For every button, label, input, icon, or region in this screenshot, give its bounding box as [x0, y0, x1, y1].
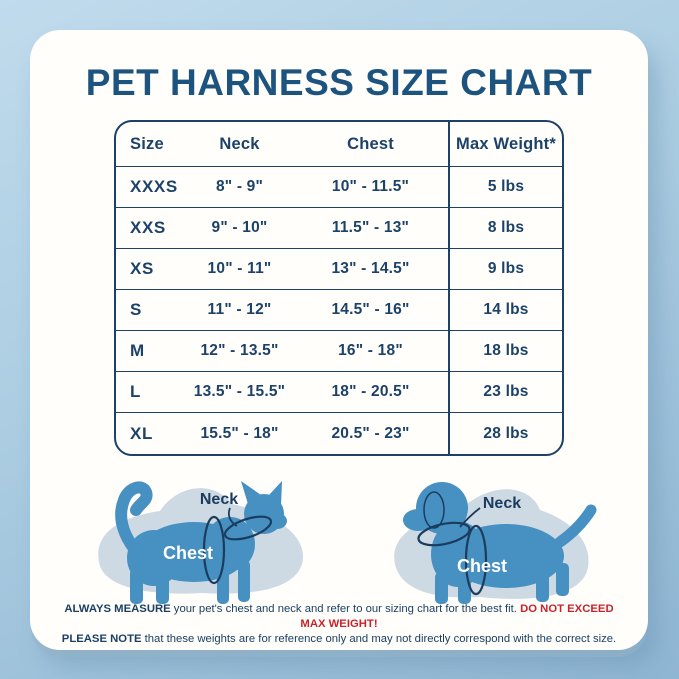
footer-note: ALWAYS MEASURE your pet's chest and neck… [30, 602, 648, 647]
neck-cell: 9" - 10" [211, 219, 268, 236]
weight-cell: 8 lbs [448, 208, 562, 248]
size-cell: S [130, 300, 142, 319]
neck-cell: 13.5" - 15.5" [193, 383, 286, 400]
footer-line1-text: your pet's chest and neck and refer to o… [170, 603, 521, 615]
table-row: XXXS 8" - 9" 10" - 11.5" 5 lbs [116, 167, 562, 208]
chest-cell: 20.5" - 23" [331, 424, 410, 442]
measurement-figures: Neck Chest Neck [30, 456, 648, 604]
dog-diagram: Neck Chest [394, 482, 597, 604]
size-cell: M [130, 341, 145, 360]
footer-always-measure: ALWAYS MEASURE [64, 603, 171, 615]
chest-cell: 13" - 14.5" [331, 260, 410, 277]
header-neck: Neck [219, 134, 260, 153]
neck-cell: 15.5" - 18" [200, 424, 279, 442]
weight-cell: 23 lbs [448, 372, 562, 412]
cat-chest-label: Chest [163, 543, 213, 563]
table-row: XS 10" - 11" 13" - 14.5" 9 lbs [116, 249, 562, 290]
chart-card: PET HARNESS SIZE CHART Size Neck Chest M… [30, 30, 648, 650]
dog-harness-lines [417, 507, 488, 596]
footer-max-weight-warning: DO NOT EXCEED MAX WEIGHT! [300, 603, 614, 630]
size-cell: XS [130, 259, 154, 278]
weight-cell: 5 lbs [448, 167, 562, 207]
header-max-weight: Max Weight* [448, 122, 562, 166]
neck-cell: 11" - 12" [207, 301, 272, 318]
size-cell: XXS [130, 218, 166, 237]
cat-diagram: Neck Chest [98, 481, 304, 604]
chest-cell: 16" - 18" [338, 342, 403, 359]
footer-please-note: PLEASE NOTE [61, 633, 142, 645]
weight-cell: 14 lbs [448, 290, 562, 330]
neck-cell: 8" - 9" [215, 178, 264, 195]
footer-line2-text: that these weights are for reference onl… [141, 633, 617, 645]
page-title: PET HARNESS SIZE CHART [85, 62, 593, 103]
cat-harness-lines [202, 507, 273, 585]
size-cell: XL [130, 423, 153, 443]
table-row: M 12" - 13.5" 16" - 18" 18 lbs [116, 331, 562, 372]
dog-neck-label: Neck [483, 495, 521, 512]
dog-silhouette [403, 482, 597, 604]
size-cell: XXXS [130, 177, 178, 196]
header-chest: Chest [347, 134, 394, 153]
cat-silhouette [115, 481, 287, 604]
chest-cell: 18" - 20.5" [331, 383, 410, 400]
chest-cell: 11.5" - 13" [331, 219, 410, 236]
neck-cell: 10" - 11" [207, 260, 272, 277]
dog-chest-label: Chest [457, 556, 507, 576]
weight-cell: 28 lbs [448, 413, 562, 454]
table-header-row: Size Neck Chest Max Weight* [116, 122, 562, 167]
chest-cell: 14.5" - 16" [331, 301, 410, 318]
chest-cell: 10" - 11.5" [331, 178, 410, 195]
weight-cell: 9 lbs [448, 249, 562, 289]
table-row: XXS 9" - 10" 11.5" - 13" 8 lbs [116, 208, 562, 249]
neck-cell: 12" - 13.5" [200, 342, 279, 359]
header-size: Size [130, 134, 164, 153]
size-table: Size Neck Chest Max Weight* XXXS 8" - 9"… [114, 120, 564, 456]
cat-neck-label: Neck [200, 491, 238, 508]
table-row: XL 15.5" - 18" 20.5" - 23" 28 lbs [116, 413, 562, 454]
table-row: S 11" - 12" 14.5" - 16" 14 lbs [116, 290, 562, 331]
table-row: L 13.5" - 15.5" 18" - 20.5" 23 lbs [116, 372, 562, 413]
weight-cell: 18 lbs [448, 331, 562, 371]
size-cell: L [130, 382, 141, 401]
